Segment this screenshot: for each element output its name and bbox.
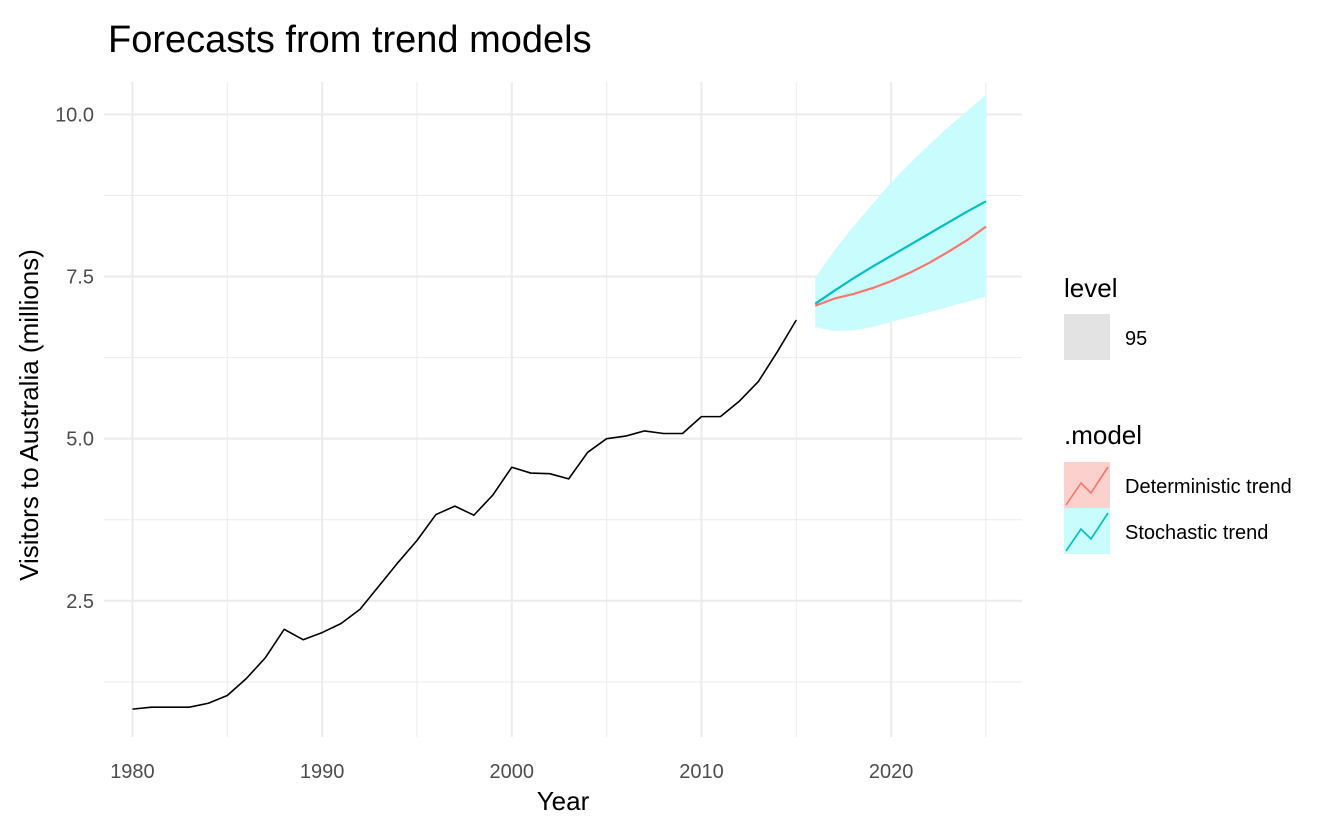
deterministic-trend-line — [814, 225, 987, 307]
tick-layer: 2.5 5.0 7.5 10.0 1980 1990 2000 2010 2020 — [55, 104, 913, 783]
chart-title: Forecasts from trend models — [108, 19, 592, 61]
legend-key-level — [1064, 314, 1110, 360]
history-line — [132, 319, 797, 710]
legend-title-model: .model — [1064, 420, 1142, 450]
forecast-interval-band — [815, 94, 986, 332]
legend: level 95 .model Deterministic trend Stoc… — [1064, 273, 1292, 554]
legend-key-stochastic-line — [1065, 512, 1109, 552]
x-tick-label: 1980 — [110, 761, 155, 783]
x-tick-label: 2020 — [869, 761, 914, 783]
legend-key-deterministic — [1064, 462, 1110, 508]
y-tick-label: 7.5 — [66, 267, 94, 289]
y-tick-label: 5.0 — [66, 429, 94, 451]
legend-key-stochastic — [1064, 508, 1110, 554]
series-layer — [132, 200, 987, 710]
legend-label-deterministic: Deterministic trend — [1125, 476, 1292, 498]
grid-layer — [104, 82, 1022, 737]
legend-key-deterministic-line — [1065, 466, 1109, 506]
legend-label-stochastic: Stochastic trend — [1125, 522, 1268, 544]
interval-layer — [815, 94, 986, 332]
stochastic-trend-line — [814, 200, 987, 305]
legend-title-level: level — [1064, 273, 1117, 303]
y-axis-title: Visitors to Australia (millions) — [14, 249, 44, 581]
x-tick-label: 2000 — [490, 761, 535, 783]
x-tick-label: 1990 — [300, 761, 345, 783]
legend-label-level: 95 — [1125, 328, 1147, 350]
y-tick-label: 10.0 — [55, 104, 94, 126]
y-tick-label: 2.5 — [66, 591, 94, 613]
x-axis-title: Year — [537, 786, 590, 816]
x-tick-label: 2010 — [679, 761, 724, 783]
